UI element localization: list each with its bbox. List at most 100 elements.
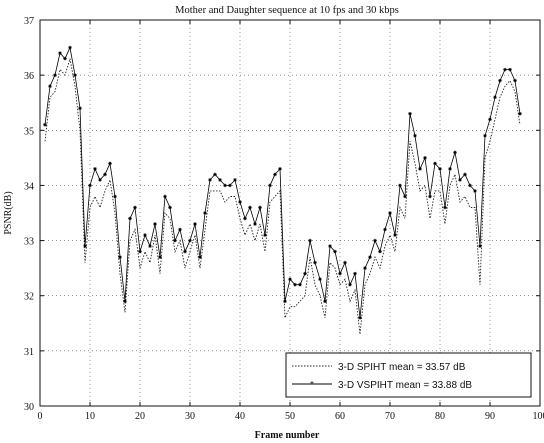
data-point-vspiht <box>273 172 277 177</box>
data-point-vspiht <box>288 277 292 281</box>
data-point-vspiht <box>258 205 262 210</box>
data-point-vspiht <box>268 183 272 188</box>
series-line-vspiht <box>44 46 521 318</box>
data-point-vspiht <box>498 78 502 83</box>
legend: 3-D SPIHT mean = 33.57 dB * 3-D VSPIHT m… <box>285 352 532 398</box>
data-point-vspiht <box>183 249 187 254</box>
data-point-vspiht <box>483 134 487 138</box>
legend-label-spiht: 3-D SPIHT mean = 33.57 dB <box>338 362 466 373</box>
data-point-vspiht <box>128 216 132 221</box>
data-point-vspiht <box>333 249 337 254</box>
x-tick-label: 30 <box>185 411 195 422</box>
data-point-vspiht <box>158 255 162 259</box>
data-point-vspiht <box>73 73 77 77</box>
data-point-vspiht <box>393 233 397 237</box>
data-point-vspiht <box>218 178 222 182</box>
x-tick-label: 50 <box>285 411 295 422</box>
data-point-vspiht <box>248 205 252 210</box>
data-point-vspiht <box>113 194 117 199</box>
data-point-vspiht <box>103 172 107 177</box>
chart-title: Mother and Daughter sequence at 10 fps a… <box>175 5 399 16</box>
data-point-vspiht <box>223 183 227 188</box>
data-point-vspiht <box>78 106 82 111</box>
data-point-vspiht <box>133 205 137 210</box>
data-point-vspiht <box>383 227 387 232</box>
data-point-vspiht <box>378 249 382 254</box>
data-point-vspiht <box>238 200 242 204</box>
data-point-vspiht <box>438 167 442 171</box>
data-point-vspiht <box>323 299 327 304</box>
x-tick-label: 40 <box>235 411 245 422</box>
y-tick-label: 30 <box>24 402 34 413</box>
x-tick-label: 70 <box>385 411 395 422</box>
x-tick-label: 10 <box>85 411 95 422</box>
data-point-vspiht <box>153 222 157 226</box>
data-point-vspiht <box>368 255 372 259</box>
data-point-vspiht <box>298 282 302 287</box>
data-point-vspiht <box>58 51 62 55</box>
x-tick-label: 90 <box>485 411 495 422</box>
data-point-vspiht <box>43 122 47 127</box>
data-point-vspiht <box>348 282 352 287</box>
data-point-vspiht <box>468 183 472 188</box>
data-point-vspiht <box>203 211 207 215</box>
data-point-vspiht <box>373 238 377 243</box>
data-point-vspiht <box>228 183 232 188</box>
data-point-vspiht <box>48 84 52 88</box>
x-tick-label: 0 <box>38 411 43 422</box>
data-point-vspiht <box>68 45 72 50</box>
data-point-vspiht <box>163 194 167 199</box>
x-tick-label: 60 <box>335 411 345 422</box>
data-point-vspiht <box>448 167 452 171</box>
data-point-vspiht <box>278 167 282 171</box>
data-point-vspiht <box>173 238 177 243</box>
x-tick-label: 20 <box>135 411 145 422</box>
data-point-vspiht <box>253 222 257 226</box>
data-point-vspiht <box>88 183 92 188</box>
x-tick-label: 100 <box>533 411 544 422</box>
data-point-vspiht <box>243 216 247 221</box>
data-point-vspiht <box>458 178 462 182</box>
data-point-vspiht <box>208 178 212 182</box>
x-axis-label: Frame number <box>255 430 320 441</box>
data-point-vspiht <box>188 238 192 243</box>
axis-ticks: 0 10 20 30 40 50 60 70 80 90 100 30 31 32 33 34 35 36 37 <box>24 16 544 422</box>
data-point-vspiht <box>358 315 362 320</box>
data-point-vspiht <box>488 117 492 122</box>
y-tick-label: 36 <box>24 71 34 82</box>
legend-label-vspiht: 3-D VSPIHT mean = 33.88 dB <box>338 380 472 391</box>
data-point-vspiht <box>198 255 202 259</box>
data-point-vspiht <box>403 194 407 199</box>
data-point-vspiht <box>418 167 422 171</box>
data-point-vspiht <box>518 111 522 116</box>
data-point-vspiht <box>143 233 147 237</box>
data-point-vspiht <box>428 194 432 199</box>
legend-marker-vspiht: * <box>310 380 314 391</box>
y-tick-label: 37 <box>24 16 34 27</box>
data-point-vspiht <box>353 271 357 276</box>
data-point-vspiht <box>363 266 367 270</box>
y-tick-label: 33 <box>24 237 34 248</box>
data-point-vspiht <box>118 255 122 259</box>
data-point-vspiht <box>213 172 217 177</box>
data-point-vspiht <box>388 211 392 215</box>
data-point-vspiht <box>138 249 142 254</box>
legend-box <box>285 352 532 398</box>
data-point-vspiht <box>123 299 127 304</box>
data-point-vspiht <box>193 222 197 226</box>
data-point-vspiht <box>343 260 347 265</box>
data-point-vspiht <box>433 161 437 166</box>
data-point-vspiht <box>148 244 152 248</box>
data-point-vspiht <box>313 260 317 265</box>
data-point-vspiht <box>508 67 512 72</box>
data-point-vspiht <box>168 205 172 210</box>
data-point-vspiht <box>503 67 507 72</box>
series-group <box>43 45 522 335</box>
data-point-vspiht <box>303 271 307 276</box>
data-point-vspiht <box>398 183 402 188</box>
data-point-vspiht <box>53 73 57 77</box>
data-point-vspiht <box>293 282 297 287</box>
data-point-vspiht <box>423 156 427 160</box>
grid <box>40 20 540 406</box>
